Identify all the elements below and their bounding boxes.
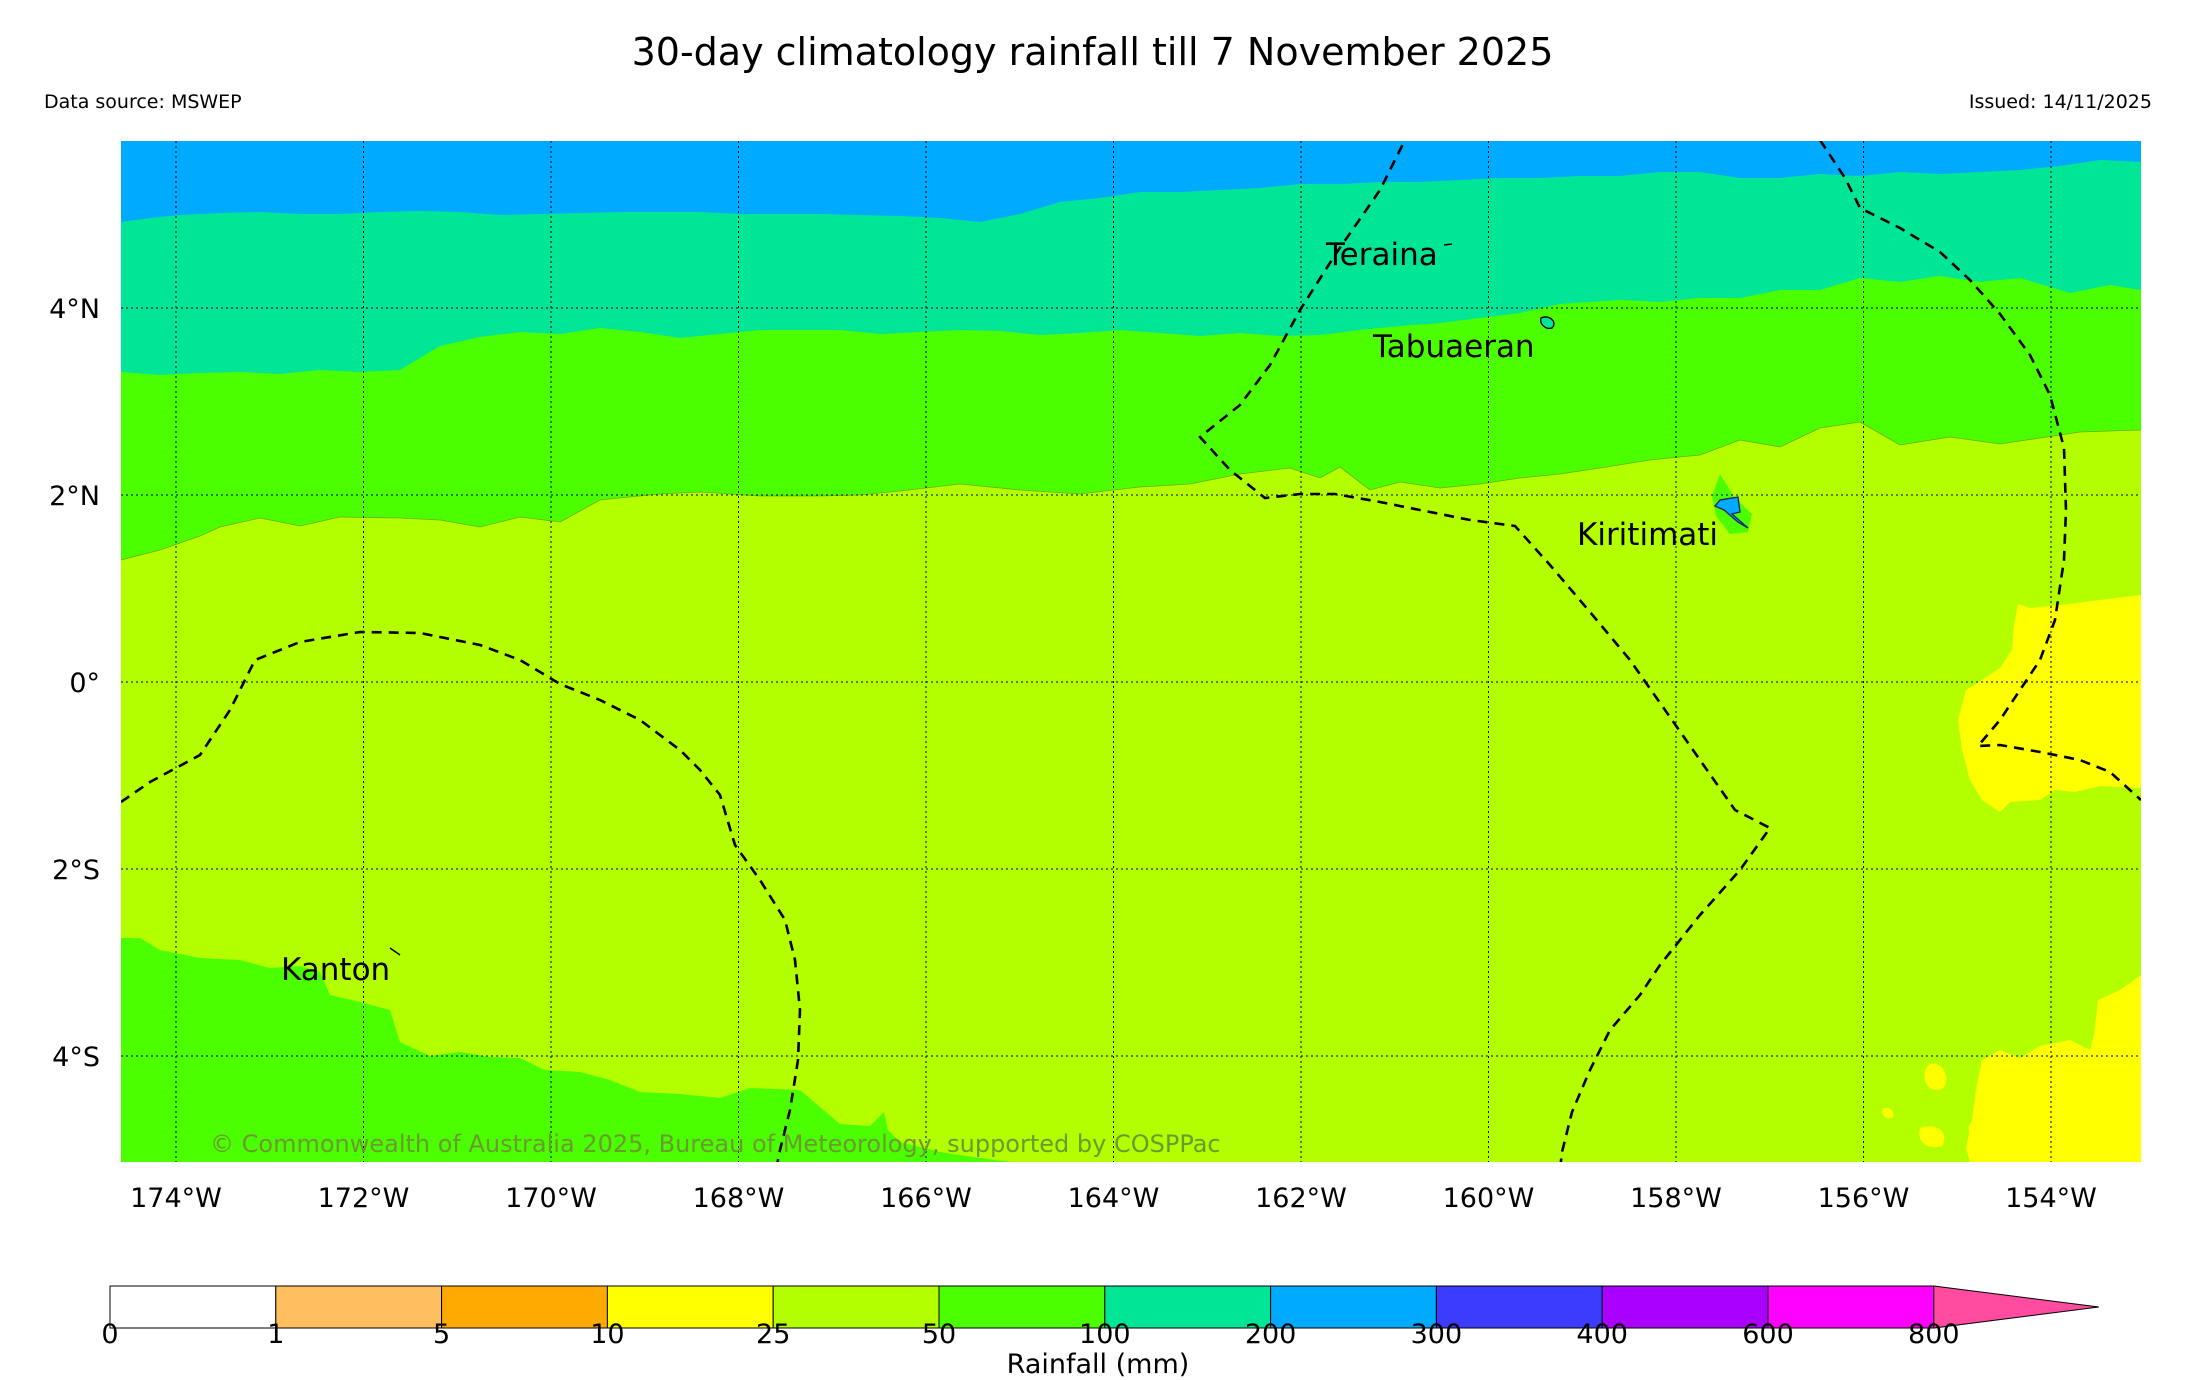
place-label-kiritimati: Kiritimati: [1577, 517, 1718, 553]
issued-date-label: Issued: 14/11/2025: [1968, 91, 2152, 113]
longitude-tick-label: 162°W: [1255, 1183, 1347, 1214]
place-label-teraina: Teraina: [1325, 237, 1438, 273]
latitude-tick-label: 0°: [69, 668, 100, 699]
colorbar-tick-label: 400: [1576, 1319, 1628, 1350]
band-50-100-south: [121, 938, 1010, 1162]
longitude-tick-label: 168°W: [693, 1183, 785, 1214]
eez-line-kanton: [121, 630, 802, 1162]
rainfall-fields: [121, 141, 2141, 1162]
band-10-25-spot-3: [1968, 1121, 1982, 1138]
colorbar-swatch: [441, 1285, 608, 1329]
band-10-25-southeast: [1966, 975, 2141, 1162]
eez-line-east: [1819, 141, 2141, 801]
band-10-25-spot-2: [1919, 1126, 1945, 1148]
kanton-island: [389, 947, 401, 956]
colorbar-swatch: [1601, 1285, 1769, 1329]
colorbar-swatch: [938, 1285, 1106, 1329]
latitude-tick-label: 2°N: [49, 481, 100, 512]
longitude-tick-label: 174°W: [130, 1183, 222, 1214]
copyright-notice: © Commonwealth of Australia 2025, Bureau…: [210, 1130, 1221, 1158]
longitude-tick-label: 156°W: [1818, 1183, 1910, 1214]
place-label-kanton: Kanton: [281, 952, 390, 988]
colorbar-tick-label: 1: [267, 1319, 284, 1350]
colorbar-swatch: [275, 1285, 443, 1329]
colorbar-swatch: [1270, 1285, 1437, 1329]
longitude-tick-label: 172°W: [318, 1183, 410, 1214]
colorbar-swatch: [1435, 1285, 1603, 1329]
longitude-tick-label: 158°W: [1630, 1183, 1722, 1214]
colorbar-tick-label: 0: [101, 1319, 118, 1350]
eez-boundaries: [121, 141, 2141, 1162]
colorbar-label: Rainfall (mm): [1007, 1349, 1190, 1380]
colorbar-swatch: [1104, 1285, 1272, 1329]
teraina-island: [1443, 243, 1453, 246]
latitude-labels: 4°N 2°N 0° 2°S 4°S: [49, 294, 100, 1073]
colorbar-tick-label: 50: [922, 1319, 956, 1350]
colorbar: 0 1 5 10 25 50 100 200 300 400 600 800: [101, 1285, 2099, 1350]
contour-edge-north: [121, 421, 2141, 561]
colorbar-swatch: [772, 1285, 940, 1329]
colorbar-tick-label: 10: [590, 1319, 624, 1350]
colorbar-tick-label: 25: [756, 1319, 790, 1350]
data-source-label: Data source: MSWEP: [44, 91, 242, 113]
colorbar-tick-label: 800: [1908, 1319, 1960, 1350]
colorbar-swatch: [1767, 1285, 1935, 1329]
band-10-25-spot-1: [1924, 1063, 1947, 1091]
colorbar-tick-label: 5: [433, 1319, 450, 1350]
latitude-tick-label: 4°S: [52, 1042, 100, 1073]
longitude-tick-label: 166°W: [880, 1183, 972, 1214]
tabuaeran-island: [1539, 316, 1555, 330]
island-outlines: [389, 243, 1749, 956]
longitude-labels: 174°W 172°W 170°W 168°W 166°W 164°W 162°W 160°W…: [130, 1183, 2097, 1214]
map-title: 30-day climatology rainfall till 7 Novem…: [631, 30, 1554, 74]
latitude-tick-label: 2°S: [52, 855, 100, 886]
colorbar-swatch: [109, 1285, 277, 1329]
longitude-tick-label: 154°W: [2005, 1183, 2097, 1214]
longitude-tick-label: 164°W: [1068, 1183, 1160, 1214]
colorbar-tick-label: 600: [1742, 1319, 1794, 1350]
eez-line-line-islands: [1198, 141, 1772, 1162]
colorbar-extend-arrow: [1933, 1285, 2099, 1329]
band-200-300: [121, 141, 2141, 222]
place-label-tabuaeran: Tabuaeran: [1372, 329, 1535, 365]
latitude-tick-label: 4°N: [49, 294, 100, 325]
colorbar-tick-label: 200: [1245, 1319, 1297, 1350]
kiritimati-island: [1713, 496, 1749, 529]
colorbar-tick-label: 300: [1411, 1319, 1463, 1350]
band-10-25-east: [1958, 595, 2141, 812]
longitude-tick-label: 160°W: [1443, 1183, 1535, 1214]
colorbar-tick-label: 100: [1079, 1319, 1131, 1350]
longitude-tick-label: 170°W: [505, 1183, 597, 1214]
band-10-25-spot-4: [1882, 1107, 1894, 1119]
graticule: [121, 141, 2141, 1162]
colorbar-swatch: [606, 1285, 774, 1329]
contour-edges: [121, 421, 2141, 561]
